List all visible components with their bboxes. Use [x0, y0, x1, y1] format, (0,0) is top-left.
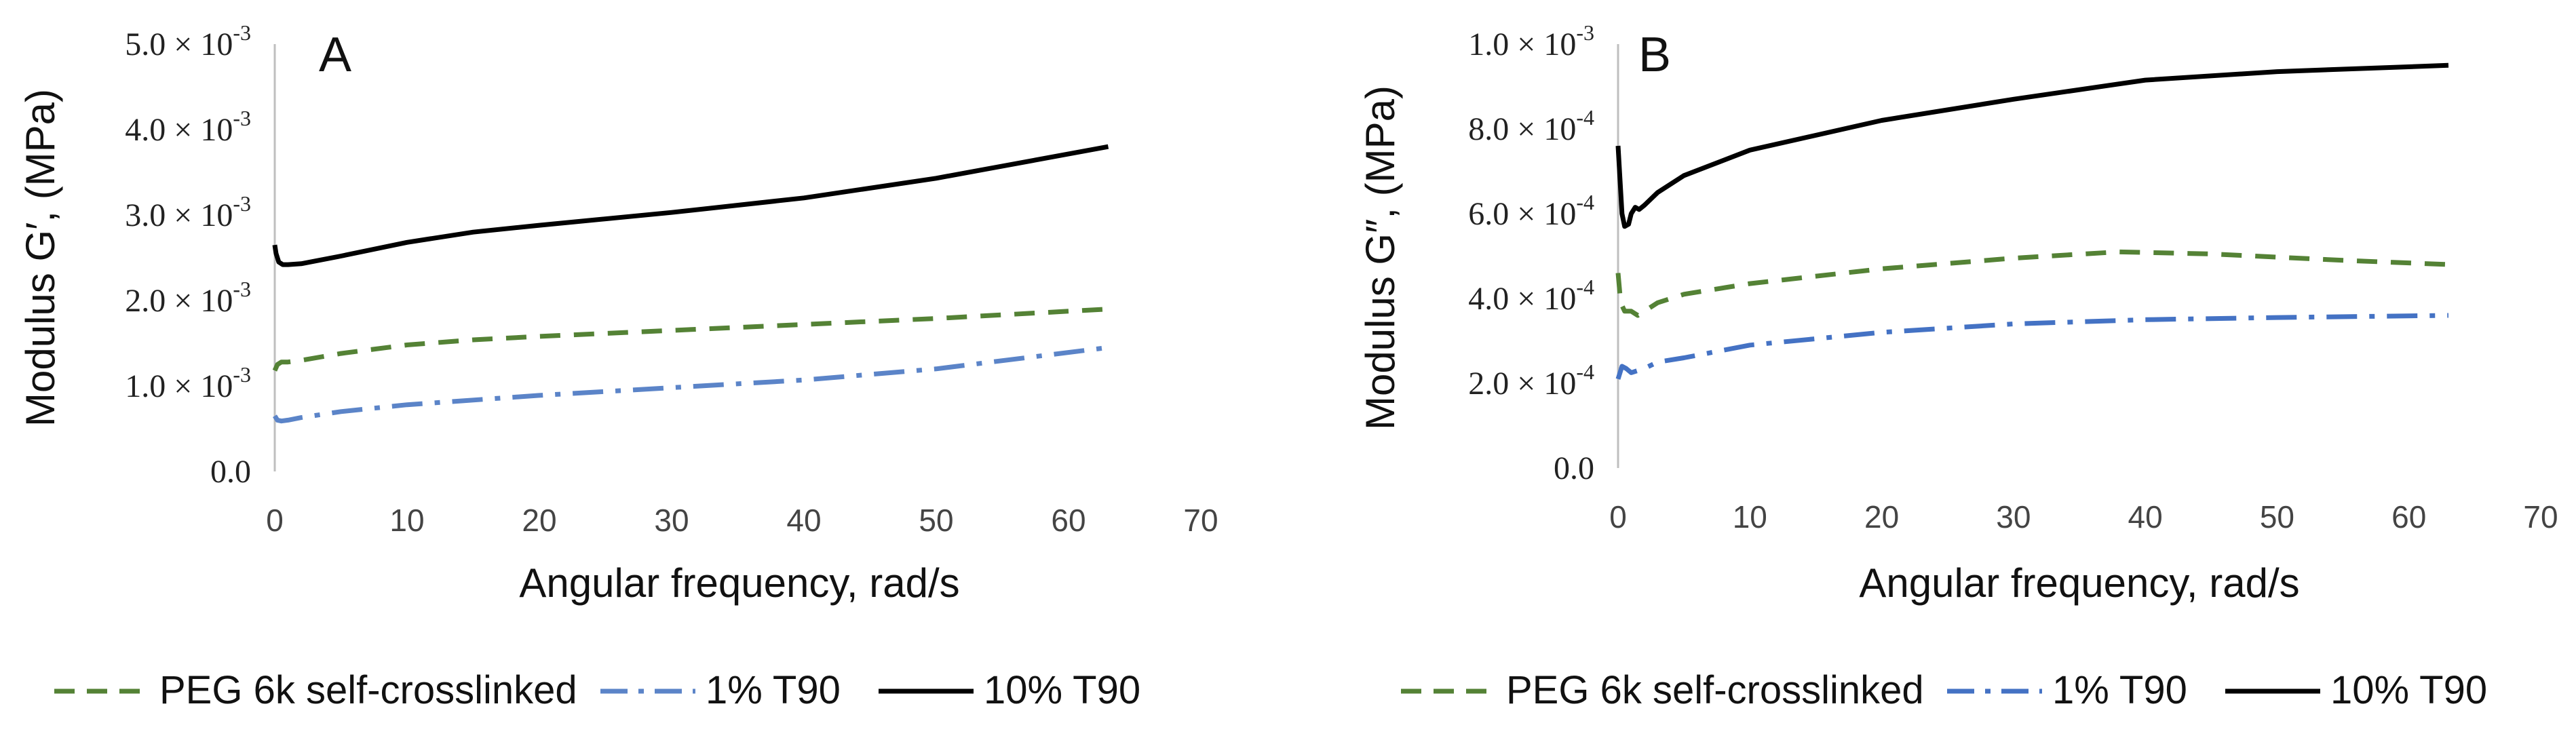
legend-item-3: 10% T90: [879, 668, 1140, 712]
x-tick-label: 60: [1051, 503, 1085, 538]
y-tick-label: 1.0 × 10-3: [125, 362, 251, 404]
x-tick-label: 40: [2128, 499, 2163, 535]
y-tick-label: 2.0 × 10-3: [125, 277, 251, 319]
y-tick-label: 8.0 × 10-4: [1468, 105, 1594, 147]
y-axis-title: Modulus G″, (MPa): [1358, 85, 1403, 430]
legend-label: 10% T90: [2330, 668, 2487, 712]
legend-item-2: 1% T90: [1947, 668, 2187, 712]
series-line-1: [272, 307, 1109, 372]
x-tick-label: 50: [2260, 499, 2294, 535]
legend-label: 1% T90: [2052, 668, 2187, 712]
x-tick-label: 0: [266, 503, 284, 538]
x-tick-label: 70: [2523, 499, 2558, 535]
x-tick-label: 40: [786, 503, 821, 538]
legend-item-3: 10% T90: [2225, 668, 2487, 712]
x-tick-label: 30: [654, 503, 689, 538]
y-tick-label: 3.0 × 10-3: [125, 191, 251, 233]
series-line-3: [1615, 62, 2449, 229]
series-line-3: [272, 144, 1109, 267]
x-tick-label: 50: [919, 503, 953, 538]
series-line-2: [1615, 313, 2449, 380]
series-line-2: [273, 345, 1109, 424]
legend-item-1: PEG 6k self-crosslinked: [54, 668, 577, 712]
panel-label: B: [1638, 28, 1671, 82]
y-tick-label: 1.0 × 10-3: [1468, 20, 1594, 62]
legend-label: 10% T90: [984, 668, 1140, 712]
y-tick-label: 4.0 × 10-4: [1468, 275, 1594, 317]
y-tick-label: 4.0 × 10-3: [125, 106, 251, 148]
panel-a: 0 10 20 30 40 50 60 70 0.0 1.0 × 10-3 2.0 × 10-3 3.…: [18, 20, 1218, 712]
y-tick-label: 6.0 × 10-4: [1468, 190, 1594, 232]
x-axis-title: Angular frequency, rad/s: [519, 560, 959, 606]
x-tick-label: 20: [522, 503, 556, 538]
panel-b: 0 10 20 30 40 50 60 70 0.0 2.0 × 10-4 4.0 × 10-4 6.…: [1358, 20, 2558, 712]
panel-label: A: [319, 28, 351, 82]
legend-label: PEG 6k self-crosslinked: [159, 668, 577, 712]
legend-item-2: 1% T90: [600, 668, 841, 712]
x-tick-label: 20: [1864, 499, 1899, 535]
legend-label: PEG 6k self-crosslinked: [1506, 668, 1924, 712]
y-tick-label: 2.0 × 10-4: [1468, 360, 1594, 402]
y-tick-label: 0.0: [1554, 450, 1594, 486]
legend-item-1: PEG 6k self-crosslinked: [1401, 668, 1924, 712]
y-tick-label: 5.0 × 10-3: [125, 20, 251, 62]
series-line-1: [1615, 249, 2449, 318]
x-tick-label: 60: [2391, 499, 2426, 535]
x-tick-label: 10: [1733, 499, 1767, 535]
x-tick-label: 10: [389, 503, 424, 538]
x-tick-label: 30: [1996, 499, 2031, 535]
legend-label: 1% T90: [706, 668, 841, 712]
y-axis-title: Modulus G′, (MPa): [18, 89, 63, 427]
x-tick-label: 0: [1609, 499, 1627, 535]
y-tick-label: 0.0: [210, 454, 251, 490]
x-tick-label: 70: [1183, 503, 1218, 538]
x-axis-title: Angular frequency, rad/s: [1859, 560, 2299, 606]
